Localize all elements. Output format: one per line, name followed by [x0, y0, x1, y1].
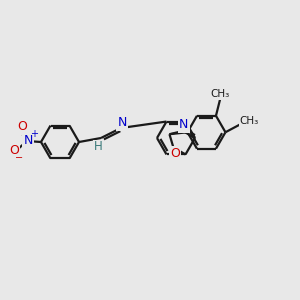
- Text: −: −: [15, 153, 23, 163]
- Text: O: O: [9, 143, 19, 157]
- Text: H: H: [94, 140, 102, 154]
- Text: N: N: [179, 118, 189, 131]
- Text: O: O: [17, 121, 27, 134]
- Text: +: +: [30, 129, 38, 139]
- Text: O: O: [170, 147, 180, 160]
- Text: N: N: [117, 116, 127, 130]
- Text: CH₃: CH₃: [210, 89, 230, 99]
- Text: CH₃: CH₃: [240, 116, 259, 126]
- Text: N: N: [23, 134, 33, 146]
